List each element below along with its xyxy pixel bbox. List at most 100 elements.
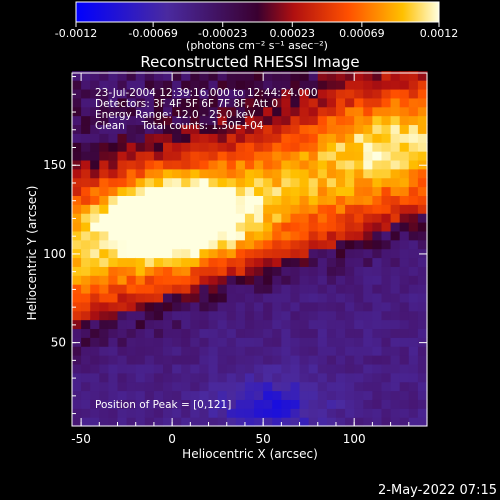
heatmap-cell [208,88,219,99]
heatmap-cell [363,301,373,312]
heatmap-cell [108,266,119,276]
heatmap-cell [181,337,191,347]
heatmap-cell [308,337,319,347]
heatmap-cell [299,275,310,285]
heatmap-cell [345,133,355,143]
heatmap-cell [326,310,337,321]
heatmap-cell [181,80,191,90]
heatmap-cell [281,239,292,250]
heatmap-cell [317,186,328,196]
heatmap-cell [135,292,146,303]
heatmap-cell [72,292,82,303]
heatmap-cell [408,97,419,108]
heatmap-cell [399,408,410,418]
heatmap-cell [153,71,164,81]
heatmap-cell [181,97,191,108]
heatmap-cell [153,372,164,383]
heatmap-cell [381,204,392,214]
heatmap-cell [372,106,383,117]
heatmap-cell [117,372,128,383]
heatmap-cell [181,142,191,152]
heatmap-cell [354,417,364,427]
heatmap-cell [235,372,246,383]
heatmap-cell [263,248,273,259]
heatmap-cell [244,310,255,321]
heatmap-cell [81,372,91,383]
heatmap-cell [217,355,228,365]
heatmap-cell [281,124,292,134]
heatmap-cell [144,168,155,179]
heatmap-cell [281,115,292,126]
heatmap-cell [363,266,373,276]
heatmap-cell [399,346,410,356]
heatmap-cell [172,239,182,250]
heatmap-cell [308,88,319,99]
heatmap-cell [308,151,319,161]
heatmap-cell [381,390,392,400]
heatmap-cell [363,186,373,196]
heatmap-cell [417,195,428,205]
heatmap-cell [390,124,401,134]
heatmap-cell [308,381,319,392]
heatmap-cell [144,106,155,117]
heatmap-cell [281,151,292,161]
heatmap-cell [190,337,201,347]
heatmap-cell [390,213,401,223]
heatmap-cell [390,80,401,90]
heatmap-cell [72,230,82,241]
heatmap-cell [290,151,301,161]
heatmap-cell [244,328,255,338]
heatmap-cell [217,266,228,276]
heatmap-cell [208,408,219,418]
heatmap-cell [135,301,146,312]
heatmap-cell [372,355,383,365]
heatmap-cell [181,408,191,418]
heatmap-cell [317,292,328,303]
heatmap-cell [317,88,328,99]
heatmap-cell [199,266,210,276]
heatmap-cell [254,213,264,223]
heatmap-cell [99,266,110,276]
heatmap-cell [108,417,119,427]
heatmap-cell [299,417,310,427]
heatmap-cell [108,186,119,196]
heatmap-cell [326,80,337,90]
heatmap-cell [308,301,319,312]
heatmap-cell [399,124,410,134]
heatmap-cell [290,399,301,409]
heatmap-cell [199,363,210,374]
heatmap-cell [326,177,337,188]
heatmap-cell [335,204,346,214]
heatmap-cell [117,230,128,241]
heatmap-cell [181,381,191,392]
heatmap-cell [163,239,173,250]
heatmap-cell [326,248,337,259]
heatmap-cell [390,204,401,214]
heatmap-cell [135,284,146,294]
heatmap-cell [208,372,219,383]
heatmap-cell [208,204,219,214]
heatmap-cell [290,363,301,374]
heatmap-cell [190,97,201,108]
heatmap-cell [381,97,392,108]
heatmap-cell [335,355,346,365]
heatmap-cell [408,266,419,276]
heatmap-cell [272,381,282,392]
heatmap-cell [99,124,110,134]
heatmap-cell [290,408,301,418]
heatmap-cell [108,222,119,232]
heatmap-cell [208,301,219,312]
heatmap-cell [408,319,419,330]
heatmap-cell [417,399,428,409]
heatmap-cell [117,328,128,338]
heatmap-cell [408,204,419,214]
chart-title: Reconstructed RHESSI Image [140,53,359,71]
heatmap-cell [281,363,292,374]
heatmap-cell [199,275,210,285]
heatmap-cell [208,275,219,285]
heatmap-cell [381,151,392,161]
heatmap-cell [372,97,383,108]
heatmap-cell [390,159,401,170]
heatmap-cell [208,230,219,241]
heatmap-cell [235,319,246,330]
